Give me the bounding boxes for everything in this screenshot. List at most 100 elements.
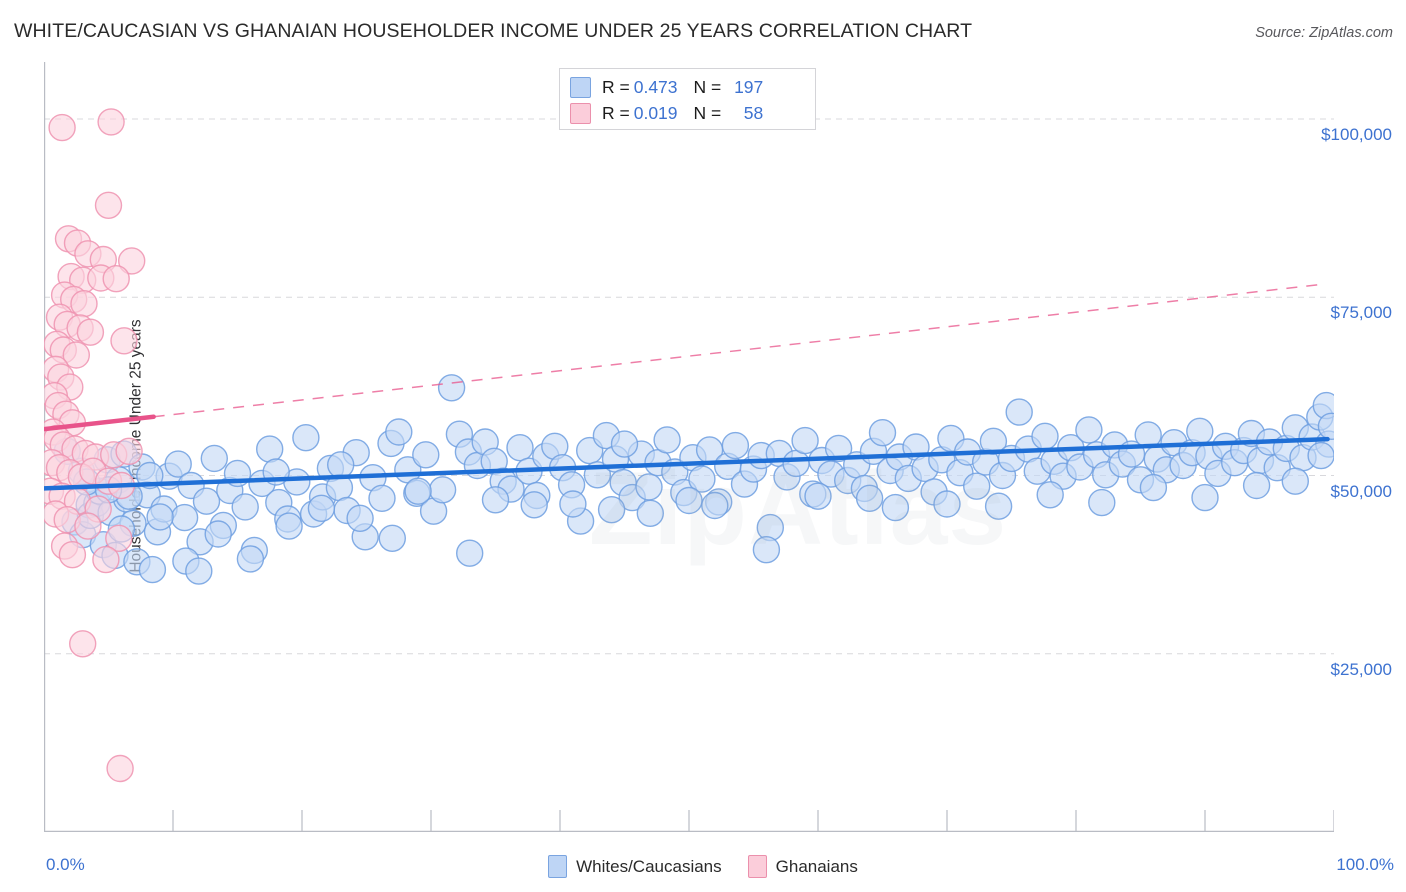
data-point bbox=[506, 434, 534, 462]
data-point bbox=[636, 499, 664, 527]
data-point bbox=[62, 341, 90, 369]
data-point bbox=[185, 557, 213, 585]
data-point bbox=[74, 512, 102, 540]
data-point bbox=[275, 512, 303, 540]
data-point bbox=[437, 374, 466, 402]
legend-swatch-blue-icon bbox=[570, 76, 591, 98]
source-attribution: Source: ZipAtlas.com bbox=[1255, 25, 1393, 41]
data-point bbox=[1088, 488, 1116, 517]
data-point bbox=[979, 427, 1008, 455]
data-point bbox=[481, 486, 510, 514]
data-point bbox=[92, 545, 120, 574]
legend-item-ghanaians[interactable]: Ghanaians bbox=[747, 855, 858, 878]
legend-swatch-ghanaians-icon bbox=[747, 855, 767, 878]
legend-row-ghanaians: R = 0.019 N = 58 bbox=[570, 100, 805, 126]
data-point bbox=[559, 490, 587, 518]
data-point bbox=[200, 444, 229, 473]
data-point bbox=[984, 492, 1013, 520]
series-ghanaians bbox=[36, 108, 146, 783]
data-point bbox=[138, 555, 167, 584]
data-point bbox=[1307, 441, 1335, 470]
data-point bbox=[106, 754, 134, 783]
data-point bbox=[752, 536, 781, 564]
data-point bbox=[675, 486, 703, 515]
data-point bbox=[1242, 471, 1271, 500]
data-point bbox=[701, 491, 729, 520]
r-value-pink: 0.019 bbox=[633, 102, 678, 123]
scatter-canvas bbox=[36, 62, 1346, 833]
page-title: WHITE/CAUCASIAN VS GHANAIAN HOUSEHOLDER … bbox=[14, 20, 973, 42]
legend-label-ghanaians: Ghanaians bbox=[775, 856, 858, 876]
data-point bbox=[204, 520, 232, 548]
data-point bbox=[635, 473, 663, 501]
data-point bbox=[48, 113, 76, 142]
data-point bbox=[782, 449, 810, 478]
data-point bbox=[1005, 398, 1033, 426]
data-point bbox=[868, 419, 897, 447]
data-point bbox=[70, 289, 98, 318]
data-point bbox=[94, 191, 123, 220]
data-point bbox=[58, 541, 87, 569]
data-point bbox=[791, 426, 819, 455]
data-point bbox=[292, 424, 320, 452]
data-point bbox=[610, 430, 639, 458]
trendline-ghanaians-dashed bbox=[153, 283, 1322, 418]
data-point bbox=[933, 490, 961, 518]
data-point bbox=[146, 503, 174, 531]
data-point bbox=[804, 482, 832, 510]
legend-row-whites: R = 0.473 N = 197 bbox=[570, 74, 805, 100]
legend-label-whites: Whites/Caucasians bbox=[576, 856, 722, 876]
data-point bbox=[1031, 422, 1059, 450]
n-value-pink: 58 bbox=[743, 102, 764, 123]
series-legend: Whites/Caucasians Ghanaians bbox=[0, 855, 1406, 878]
y-axis-tick-label: $100,000 bbox=[1321, 125, 1392, 145]
n-label-blue: N = bbox=[693, 76, 722, 97]
trendline-ghanaians-solid bbox=[41, 414, 156, 432]
n-label-pink: N = bbox=[693, 102, 722, 123]
r-label-pink: R = bbox=[602, 102, 630, 123]
data-point bbox=[255, 435, 284, 463]
data-point bbox=[1191, 483, 1219, 512]
data-point bbox=[824, 434, 853, 463]
data-point bbox=[1281, 467, 1310, 495]
data-point bbox=[192, 487, 221, 515]
r-label-blue: R = bbox=[602, 76, 630, 97]
legend-item-whites[interactable]: Whites/Caucasians bbox=[548, 855, 722, 878]
data-point bbox=[1139, 473, 1168, 502]
data-point bbox=[881, 493, 910, 522]
legend-swatch-whites-icon bbox=[548, 855, 568, 878]
correlation-legend: R = 0.473 N = 197 R = 0.019 N = 58 bbox=[559, 68, 816, 130]
data-point bbox=[378, 524, 406, 552]
y-axis-tick-label: $25,000 bbox=[1330, 659, 1392, 679]
data-point bbox=[404, 477, 432, 505]
data-point bbox=[412, 441, 440, 469]
x-axis-min-label: 0.0% bbox=[46, 855, 85, 874]
data-point bbox=[117, 247, 146, 275]
data-point bbox=[368, 484, 396, 512]
data-point bbox=[1075, 416, 1103, 444]
y-axis-tick-label: $50,000 bbox=[1330, 481, 1392, 501]
x-axis-max-label: 100.0% bbox=[1336, 855, 1394, 874]
data-point bbox=[963, 472, 991, 500]
n-value-blue: 197 bbox=[734, 76, 764, 97]
data-point bbox=[653, 426, 681, 454]
data-point bbox=[1036, 481, 1064, 509]
data-point bbox=[102, 264, 130, 293]
data-point bbox=[385, 418, 413, 446]
data-point bbox=[1186, 417, 1214, 445]
plot-area: ZipAtlas bbox=[36, 62, 1346, 833]
data-point bbox=[105, 524, 133, 552]
data-point bbox=[164, 450, 192, 478]
data-point bbox=[170, 503, 199, 532]
data-point bbox=[327, 451, 355, 479]
legend-swatch-pink-icon bbox=[570, 102, 591, 124]
data-point bbox=[688, 465, 716, 493]
data-point bbox=[110, 327, 138, 355]
data-point bbox=[597, 496, 626, 524]
data-point bbox=[346, 504, 374, 532]
data-point bbox=[97, 108, 125, 136]
y-axis-tick-label: $75,000 bbox=[1330, 303, 1392, 323]
data-point bbox=[236, 545, 265, 573]
trendline-whites bbox=[41, 436, 1330, 491]
